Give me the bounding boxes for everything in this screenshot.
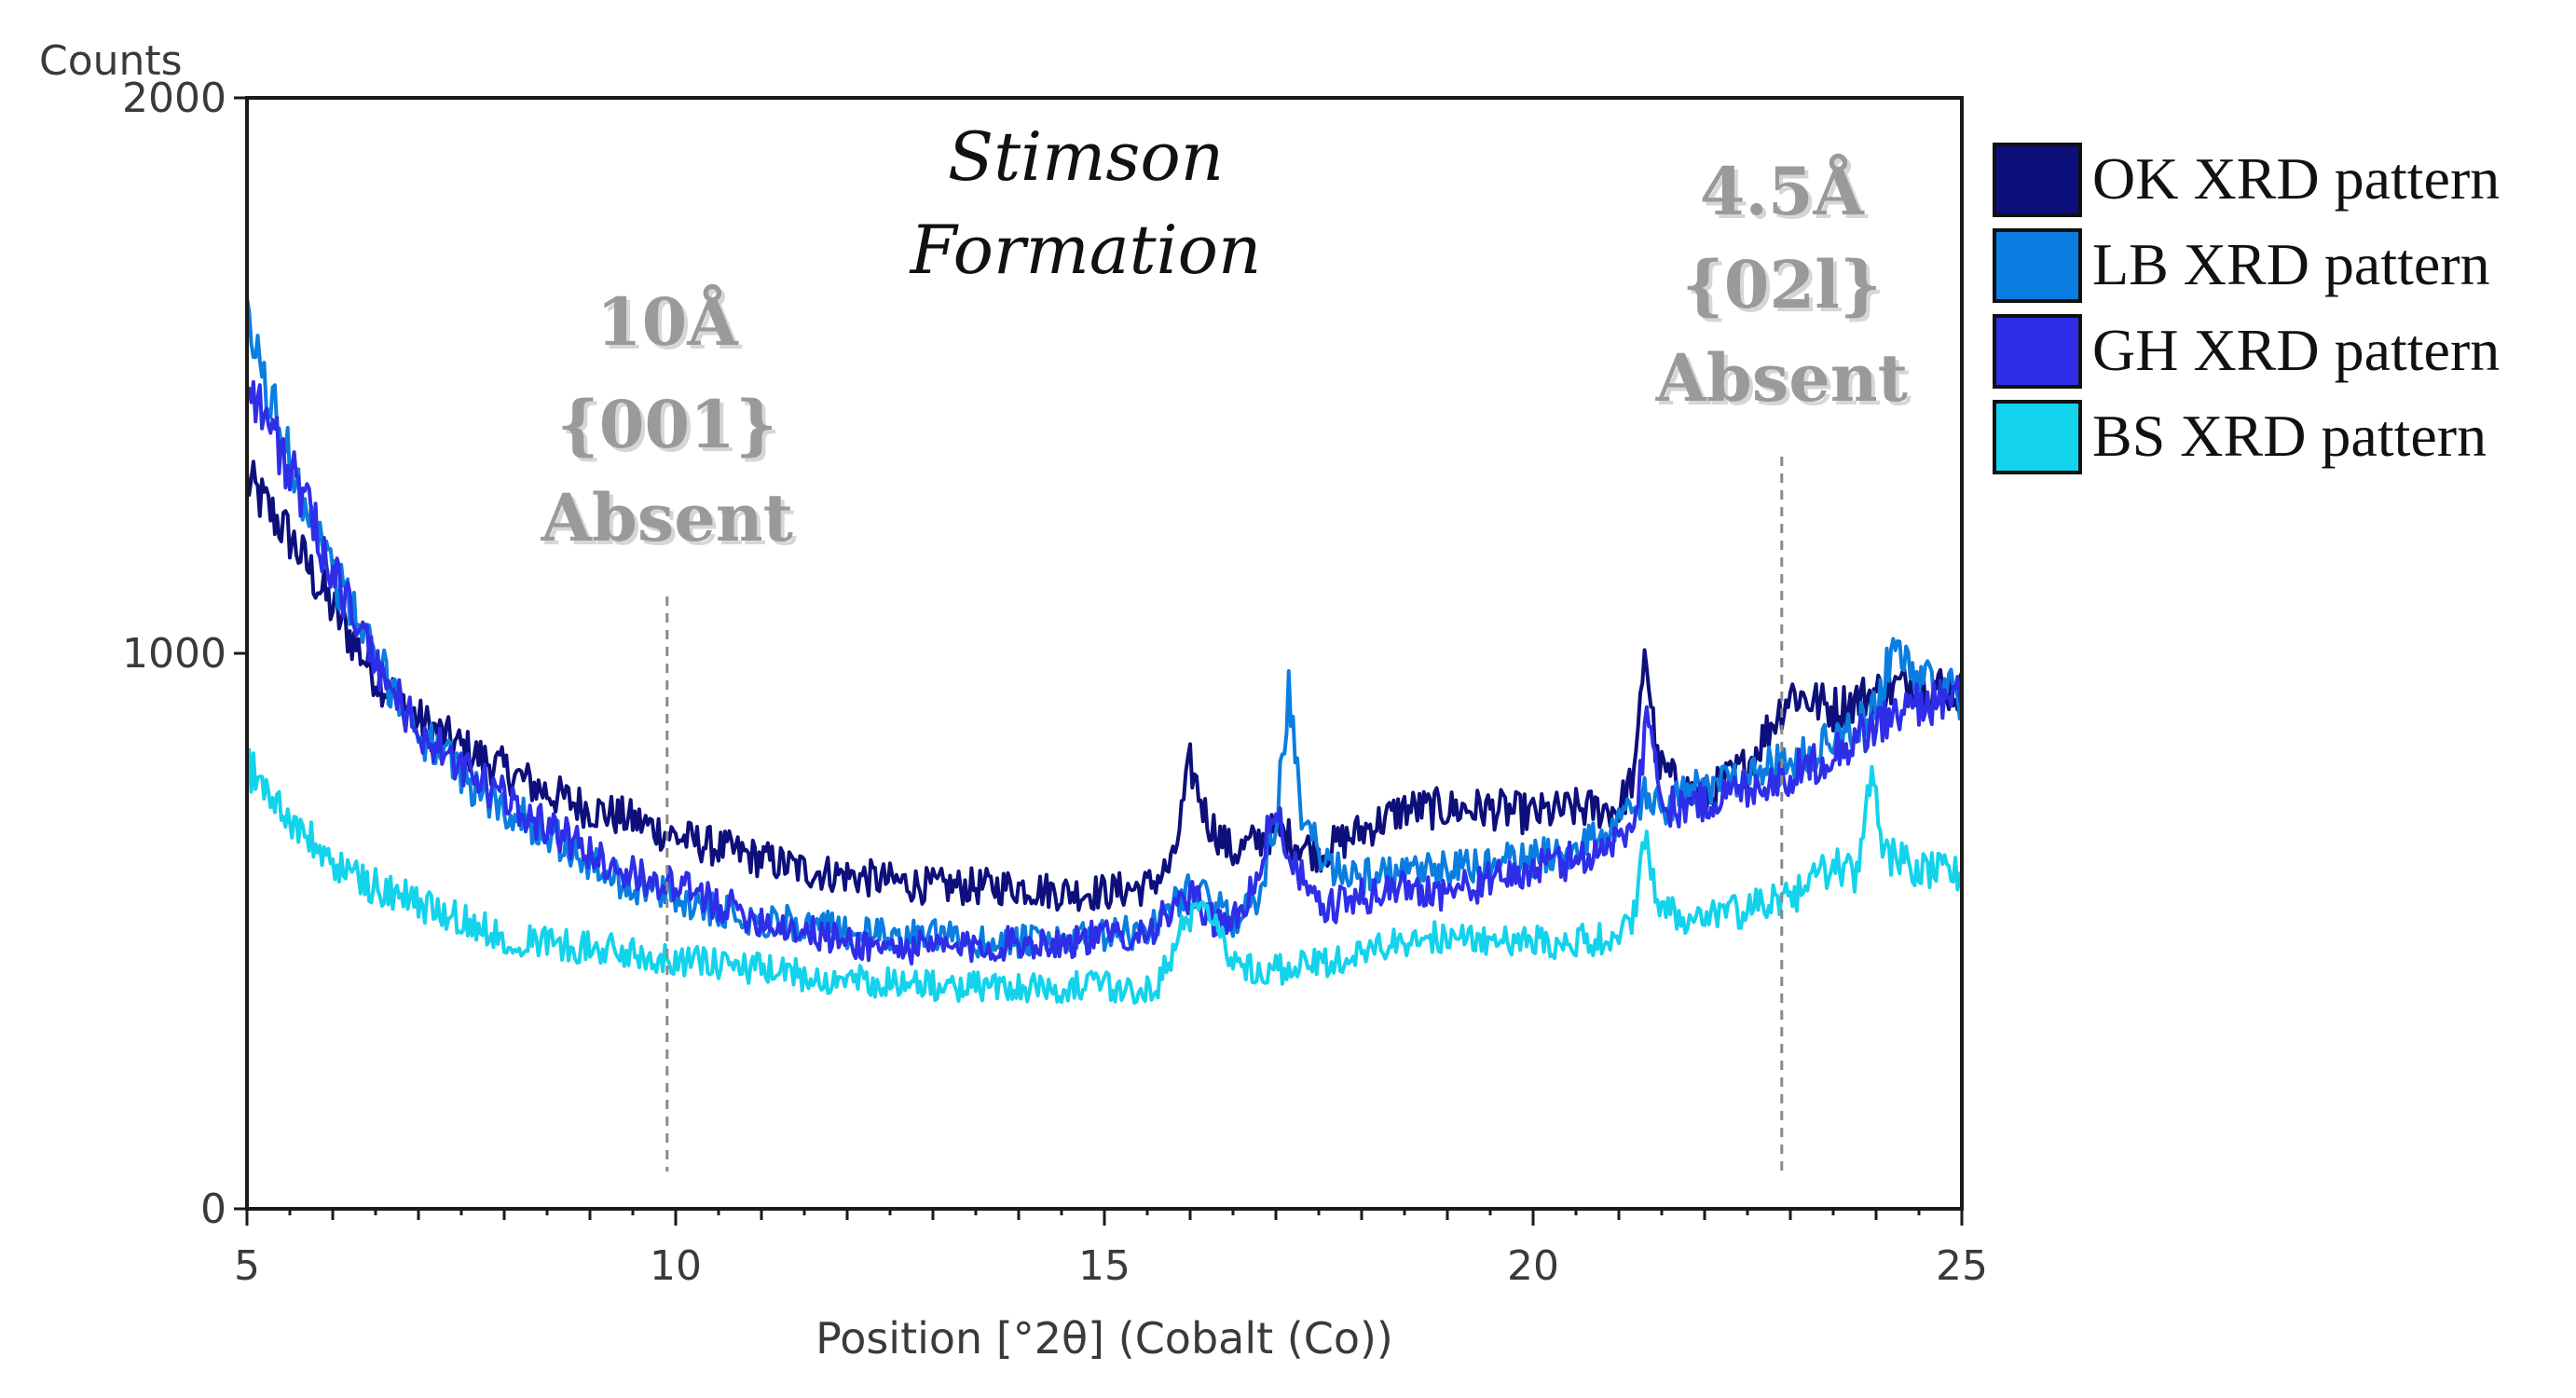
y-axis-title: Counts (39, 37, 183, 85)
legend: OK XRD pattern LB XRD pattern GH XRD patte… (1993, 143, 2500, 474)
legend-swatch (1993, 314, 2082, 389)
x-tick-label: 15 (1078, 1242, 1130, 1290)
x-axis-title: Position [°2θ] (Cobalt (Co)) (815, 1313, 1393, 1364)
annotation-label: 4.5Å (1700, 153, 1866, 230)
ticks-layer: 5 10 15 20 25 0 1000 2000 (122, 75, 1988, 1290)
annotation-label: {001} (557, 386, 777, 463)
annotation-shadow: {001} (561, 390, 781, 467)
x-tick-label: 10 (650, 1242, 702, 1290)
annotation-shadow: 4.5Å (1704, 157, 1870, 234)
legend-swatch (1993, 143, 2082, 217)
chart-title-line-1: Stimson (948, 117, 1224, 196)
legend-label: LB XRD pattern (2092, 231, 2490, 297)
annotation-shadow: Absent (544, 483, 797, 560)
legend-label: OK XRD pattern (2092, 145, 2500, 212)
legend-swatch (1993, 400, 2082, 474)
legend-swatch (1993, 228, 2082, 303)
y-tick-label: 0 (200, 1186, 226, 1233)
annotation-shadow: Absent (1659, 343, 1911, 420)
series-line-bs (245, 747, 1964, 1006)
series-line-gh (245, 379, 1964, 966)
legend-label: BS XRD pattern (2092, 403, 2487, 469)
x-tick-label: 20 (1507, 1242, 1559, 1290)
series-layer (245, 297, 1964, 1006)
x-tick-label: 5 (234, 1242, 260, 1290)
chart-title-line-2: Formation (909, 211, 1262, 289)
annotation-label: Absent (1655, 339, 1908, 417)
x-tick-label: 25 (1936, 1242, 1988, 1290)
annotation-shadow: {02l} (1686, 250, 1885, 327)
annotation-label: {02l} (1682, 246, 1882, 323)
annotation-shadow: 10Å (600, 287, 743, 364)
series-line-lb (245, 297, 1964, 961)
annotations-layer: 10Å10Å{001}{001}AbsentAbsent4.5Å4.5Å{02l… (541, 153, 1911, 1172)
annotation-label: Absent (541, 479, 793, 556)
legend-label: GH XRD pattern (2092, 317, 2500, 383)
y-tick-label: 2000 (122, 75, 226, 122)
annotation-label: 10Å (596, 283, 739, 361)
y-tick-label: 1000 (122, 630, 226, 678)
